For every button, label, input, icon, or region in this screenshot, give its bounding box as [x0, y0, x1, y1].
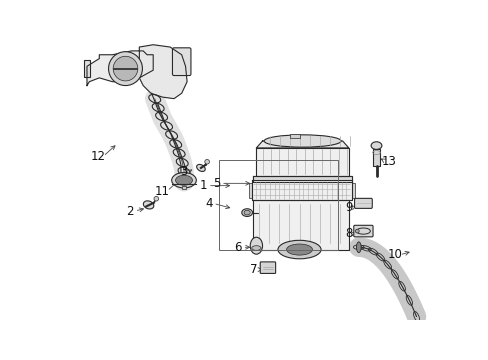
Bar	[84, 60, 90, 77]
Text: 2: 2	[126, 204, 134, 217]
Polygon shape	[87, 51, 153, 86]
Ellipse shape	[277, 240, 321, 259]
Text: 13: 13	[382, 154, 396, 167]
Ellipse shape	[171, 172, 196, 188]
Text: 3: 3	[180, 165, 187, 178]
FancyBboxPatch shape	[353, 225, 372, 237]
Ellipse shape	[241, 209, 252, 216]
Ellipse shape	[356, 242, 360, 253]
Polygon shape	[251, 180, 351, 200]
Text: 7: 7	[249, 263, 257, 276]
Ellipse shape	[250, 237, 262, 254]
Polygon shape	[253, 200, 348, 249]
Polygon shape	[139, 45, 187, 99]
Ellipse shape	[244, 210, 250, 215]
Ellipse shape	[286, 244, 312, 255]
Bar	[219, 160, 337, 249]
Text: 9: 9	[345, 201, 352, 214]
Bar	[248, 183, 251, 198]
Text: 1: 1	[199, 179, 206, 192]
Circle shape	[113, 56, 138, 81]
FancyBboxPatch shape	[260, 262, 275, 274]
Text: 11: 11	[155, 185, 170, 198]
FancyBboxPatch shape	[354, 198, 371, 208]
Text: 6: 6	[234, 241, 241, 254]
Ellipse shape	[143, 201, 154, 209]
Polygon shape	[253, 176, 351, 182]
Bar	[351, 183, 354, 198]
Text: 10: 10	[387, 248, 402, 261]
Ellipse shape	[251, 246, 261, 250]
Circle shape	[154, 197, 158, 201]
Polygon shape	[256, 141, 348, 148]
FancyBboxPatch shape	[172, 48, 190, 76]
Text: 5: 5	[212, 177, 220, 190]
Ellipse shape	[175, 175, 192, 185]
Text: 12: 12	[91, 150, 106, 163]
Bar	[290, 134, 299, 138]
Ellipse shape	[196, 165, 205, 171]
Text: 8: 8	[345, 227, 352, 240]
Circle shape	[204, 159, 209, 164]
Ellipse shape	[370, 142, 381, 149]
Bar	[372, 149, 380, 166]
Ellipse shape	[264, 135, 341, 147]
Text: 4: 4	[204, 197, 212, 210]
Polygon shape	[256, 148, 348, 176]
Bar	[182, 186, 186, 189]
Circle shape	[355, 229, 359, 233]
Circle shape	[108, 52, 142, 86]
